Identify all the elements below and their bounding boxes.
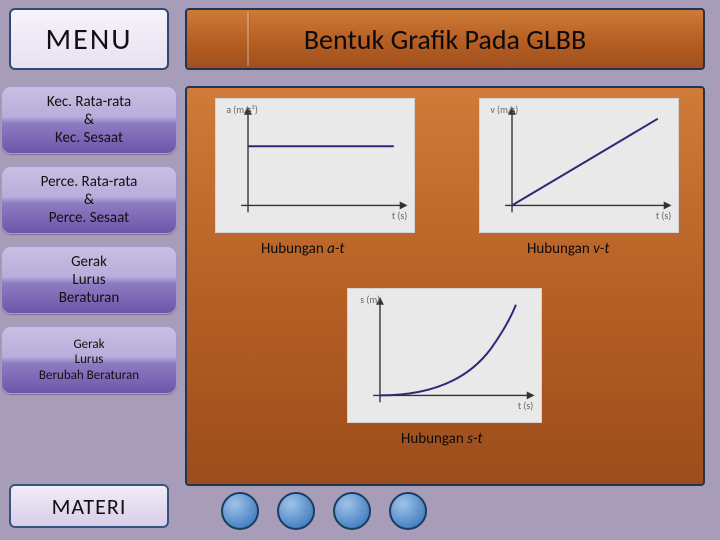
graph-s-svg: s (m) t (s) <box>348 289 541 422</box>
caption-s: Hubungan s-t <box>401 430 483 448</box>
page-title: Bentuk Grafik Pada GLBB <box>304 22 586 57</box>
graph-s-t: s (m) t (s) <box>347 288 542 423</box>
materi-button[interactable]: MATERI <box>9 484 169 528</box>
graph-v-t: v (m/s) t (s) <box>479 98 679 233</box>
menu-label: MENU <box>46 21 133 58</box>
graph-a-t: a (m/s²) t (s) <box>215 98 415 233</box>
graph-s-ylabel: s (m) <box>360 294 380 306</box>
menu-button[interactable]: MENU <box>9 8 169 70</box>
graph-a-xlabel: t (s) <box>392 210 407 222</box>
graph-s-xlabel: t (s) <box>518 400 533 412</box>
graph-v-svg: v (m/s) t (s) <box>480 99 678 232</box>
nav-dot-2[interactable] <box>277 492 315 530</box>
nav-dot-3[interactable] <box>333 492 371 530</box>
graph-a-ylabel: a (m/s²) <box>226 104 258 116</box>
caption-v: Hubungan v-t <box>527 240 609 258</box>
sidebar: Kec. Rata-rata & Kec. Sesaat Perce. Rata… <box>1 86 177 406</box>
sidebar-item-perce[interactable]: Perce. Rata-rata & Perce. Sesaat <box>1 166 177 234</box>
caption-a: Hubungan a-t <box>261 240 344 258</box>
nav-dots <box>221 492 427 530</box>
sidebar-item-glb[interactable]: Gerak Lurus Beraturan <box>1 246 177 314</box>
graph-v-ylabel: v (m/s) <box>490 104 518 116</box>
graph-v-xlabel: t (s) <box>656 210 671 222</box>
sidebar-item-kec[interactable]: Kec. Rata-rata & Kec. Sesaat <box>1 86 177 154</box>
content-panel: a (m/s²) t (s) Hubungan a-t v (m/s) t (s… <box>185 86 705 486</box>
graph-a-svg: a (m/s²) t (s) <box>216 99 414 232</box>
materi-label: MATERI <box>52 493 127 520</box>
nav-dot-4[interactable] <box>389 492 427 530</box>
nav-dot-1[interactable] <box>221 492 259 530</box>
sidebar-item-glbb[interactable]: Gerak Lurus Berubah Beraturan <box>1 326 177 394</box>
title-panel: Bentuk Grafik Pada GLBB <box>185 8 705 70</box>
